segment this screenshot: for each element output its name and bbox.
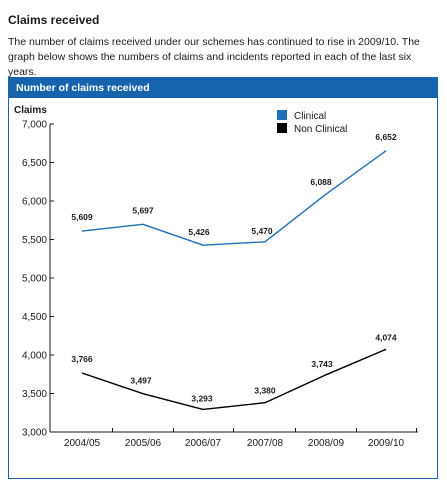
x-tick-label: 2007/08 xyxy=(247,438,284,449)
y-tick-label: 6,500 xyxy=(22,158,47,169)
legend-label: Clinical xyxy=(294,111,326,122)
y-axis-title: Claims xyxy=(14,105,47,116)
legend-swatch-clinical xyxy=(277,110,287,120)
y-tick-label: 4,000 xyxy=(22,351,47,362)
legend-swatch-non-clinical xyxy=(277,123,287,133)
legend-label: Non Clinical xyxy=(294,124,347,135)
y-tick-label: 3,500 xyxy=(22,389,47,400)
data-label: 5,470 xyxy=(251,226,273,236)
x-tick-label: 2009/10 xyxy=(368,438,405,449)
intro-paragraph: The number of claims received under our … xyxy=(8,36,420,78)
chart-title: Number of claims received xyxy=(9,78,437,98)
data-label: 6,652 xyxy=(375,132,397,142)
data-label: 3,766 xyxy=(71,354,93,364)
y-tick-label: 3,000 xyxy=(22,428,47,439)
series-line-clinical xyxy=(81,150,387,246)
data-label: 3,497 xyxy=(130,376,152,386)
y-tick-label: 5,000 xyxy=(22,274,47,285)
x-tick-label: 2004/05 xyxy=(64,438,101,449)
x-tick-label: 2008/09 xyxy=(308,438,345,449)
y-tick-label: 5,500 xyxy=(22,235,47,246)
y-tick-label: 4,500 xyxy=(22,312,47,323)
data-label: 5,609 xyxy=(71,212,93,222)
x-tick-label: 2005/06 xyxy=(125,438,162,449)
data-label: 3,293 xyxy=(191,393,213,403)
data-label: 3,743 xyxy=(311,359,333,369)
x-tick-label: 2006/07 xyxy=(185,438,222,449)
y-tick-label: 6,000 xyxy=(22,197,47,208)
data-label: 5,426 xyxy=(188,227,210,237)
data-label: 3,380 xyxy=(254,386,276,396)
series-line-non-clinical xyxy=(81,348,387,411)
data-label: 4,074 xyxy=(375,332,397,342)
data-label: 6,088 xyxy=(310,177,332,187)
section-title: Claims received xyxy=(8,13,100,27)
y-tick-label: 7,000 xyxy=(22,120,47,131)
data-label: 5,697 xyxy=(132,205,154,215)
chart-panel: Number of claims received xyxy=(8,77,438,479)
